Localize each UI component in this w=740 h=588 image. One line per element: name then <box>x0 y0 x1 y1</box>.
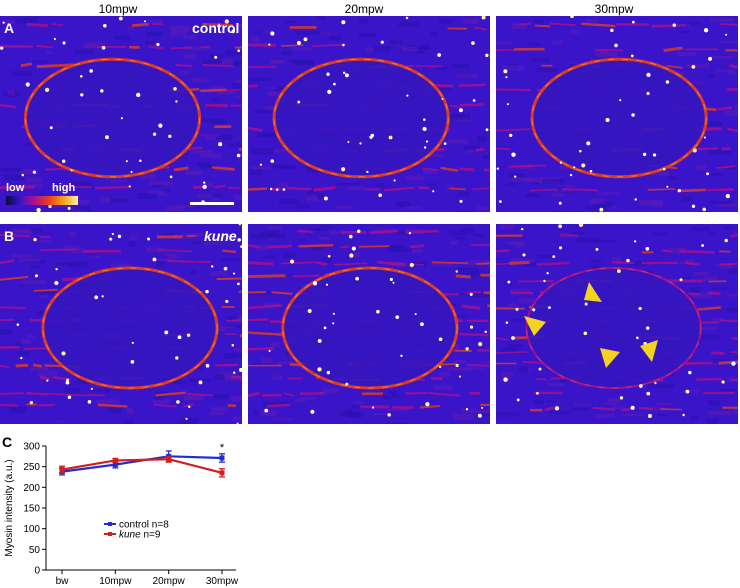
data-point-kune <box>219 470 225 476</box>
y-axis-label: Myosin intensity (a.u.) <box>4 459 15 556</box>
lut-high-label: high <box>52 182 76 194</box>
series-line-kune <box>61 458 223 474</box>
lut-low-label: low <box>6 182 25 194</box>
legend-marker-kune <box>108 532 112 536</box>
lut-colorbar <box>6 196 78 205</box>
data-point-control <box>219 455 225 461</box>
series-line-control <box>61 455 223 473</box>
legend-label-kune: kune n=9 <box>119 530 161 541</box>
arrowheads <box>524 282 658 368</box>
y-tick-label: 50 <box>29 545 41 556</box>
arrowhead-icon <box>640 340 658 362</box>
y-tick-label: 300 <box>23 442 40 453</box>
panel-kune-30mpw <box>496 224 738 424</box>
x-tick-label: bw <box>56 576 70 587</box>
y-tick-label: 200 <box>23 483 40 494</box>
panel-kune-10mpw <box>0 224 242 424</box>
arrowhead-icon <box>584 282 602 302</box>
data-point-kune <box>59 467 65 473</box>
legend-marker-control <box>108 522 112 526</box>
arrowhead-icon <box>524 316 546 336</box>
panel-control-30mpw <box>496 16 738 212</box>
legend-label-control: control n=8 <box>119 520 169 531</box>
significance-asterisk: * <box>220 442 225 454</box>
panel-label-C: C <box>2 434 13 450</box>
x-tick-label: 20mpw <box>153 576 186 587</box>
data-point-control <box>112 462 118 468</box>
y-tick-label: 150 <box>23 504 40 515</box>
y-tick-label: 0 <box>34 566 40 577</box>
myosin-chart: 0 50 100 150 200 250 300 bw 10mpw 20mpw 30mpw Myosi… <box>4 442 239 588</box>
data-point-kune <box>166 456 172 462</box>
panel-label-A: A <box>4 20 15 36</box>
condition-label-kune: kune <box>204 228 237 244</box>
x-tick-label: 30mpw <box>206 576 239 587</box>
x-tick-label: 10mpw <box>99 576 132 587</box>
condition-label-control: control <box>192 20 240 36</box>
panel-kune-20mpw <box>248 224 490 424</box>
y-tick-label: 100 <box>23 524 40 535</box>
y-tick-label: 250 <box>23 462 40 473</box>
panel-label-B: B <box>4 228 15 244</box>
data-point-kune <box>112 457 118 463</box>
panel-control-20mpw <box>248 16 490 212</box>
panel-control-10mpw <box>0 16 242 212</box>
scale-bar <box>190 202 234 205</box>
column-title-30mpw: 30mpw <box>594 2 634 16</box>
arrowhead-icon <box>600 348 620 368</box>
column-title-10mpw: 10mpw <box>98 2 138 16</box>
column-title-20mpw: 20mpw <box>344 2 384 16</box>
